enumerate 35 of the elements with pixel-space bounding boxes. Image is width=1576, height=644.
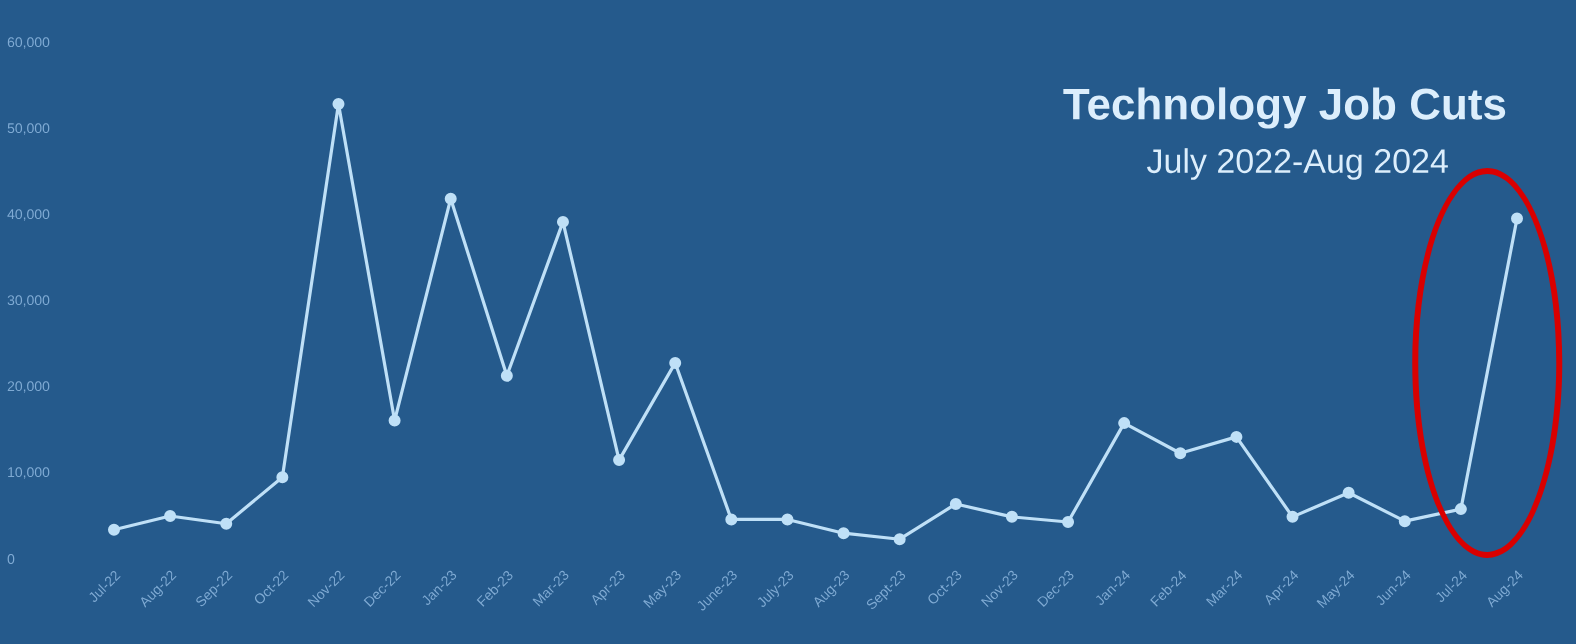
point (1398, 515, 1411, 528)
point (164, 510, 177, 522)
point (388, 414, 401, 427)
point (444, 192, 457, 205)
point (837, 527, 850, 540)
y-tick-label: 60,000 (7, 37, 50, 49)
y-tick-label: 40,000 (7, 209, 50, 221)
point (949, 497, 962, 510)
point (613, 454, 626, 467)
point (332, 98, 345, 111)
point (1511, 212, 1524, 225)
y-tick-label: 50,000 (7, 123, 50, 135)
point (1342, 486, 1355, 499)
point (781, 513, 794, 526)
point (1174, 447, 1187, 460)
point (1454, 503, 1467, 516)
point (108, 523, 121, 536)
point (1286, 510, 1299, 523)
point (1118, 417, 1131, 430)
point (276, 471, 289, 484)
point (1005, 510, 1018, 523)
point (556, 215, 569, 228)
y-tick-label: 0 (7, 554, 15, 564)
y-tick-label: 10,000 (8, 467, 50, 479)
point (1062, 516, 1075, 529)
point (1230, 430, 1243, 443)
text: Technology Job Cuts (1063, 87, 1506, 129)
y-tick-label: 20,000 (7, 381, 50, 393)
point (500, 369, 513, 382)
point (725, 513, 738, 526)
y-tick-label: 30,000 (7, 295, 50, 307)
point (220, 517, 233, 530)
point (893, 533, 906, 546)
point (669, 356, 682, 369)
text: July 2022-Aug 2024 (1147, 148, 1448, 180)
